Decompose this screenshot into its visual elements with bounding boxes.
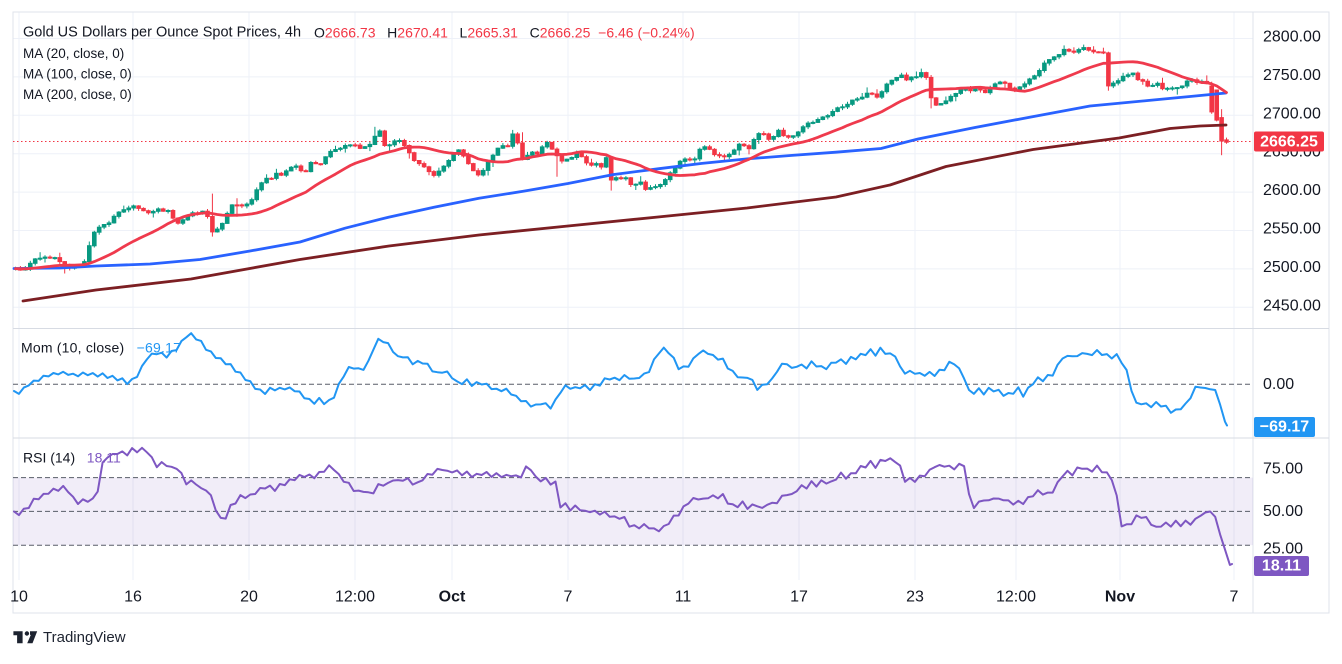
svg-text:Oct: Oct bbox=[439, 589, 466, 606]
svg-text:25.00: 25.00 bbox=[1263, 541, 1303, 558]
svg-text:12:00: 12:00 bbox=[335, 589, 375, 606]
svg-text:2500.00: 2500.00 bbox=[1263, 259, 1321, 276]
svg-text:18.11: 18.11 bbox=[1262, 558, 1301, 575]
svg-text:10: 10 bbox=[10, 589, 28, 606]
svg-text:Gold US Dollars per Ounce Spot: Gold US Dollars per Ounce Spot Prices, 4… bbox=[23, 25, 301, 41]
svg-text:2550.00: 2550.00 bbox=[1263, 221, 1321, 238]
svg-text:O2666.73 H2670.41 L2665.31: O2666.73 H2670.41 L2665.31 C2666.25 −6.4… bbox=[314, 25, 695, 41]
svg-text:2666.25: 2666.25 bbox=[1260, 134, 1318, 151]
svg-text:2600.00: 2600.00 bbox=[1263, 182, 1321, 199]
svg-text:75.00: 75.00 bbox=[1263, 460, 1303, 477]
svg-text:7: 7 bbox=[1230, 589, 1239, 606]
svg-text:RSI (14) 18.11: RSI (14) 18.11 bbox=[23, 450, 121, 466]
svg-text:2800.00: 2800.00 bbox=[1263, 29, 1321, 46]
svg-text:Mom (10, close) −69.17: Mom (10, close) −69.17 bbox=[21, 340, 181, 356]
svg-text:50.00: 50.00 bbox=[1263, 503, 1303, 520]
svg-text:11: 11 bbox=[675, 589, 692, 606]
svg-text:20: 20 bbox=[240, 589, 258, 606]
svg-text:−69.17: −69.17 bbox=[1260, 419, 1309, 436]
svg-text:2750.00: 2750.00 bbox=[1263, 67, 1321, 84]
svg-text:23: 23 bbox=[906, 589, 924, 606]
svg-text:MA (20, close, 0): MA (20, close, 0) bbox=[23, 46, 124, 61]
svg-text:Nov: Nov bbox=[1105, 589, 1135, 606]
svg-text:TradingView: TradingView bbox=[43, 629, 126, 646]
svg-text:16: 16 bbox=[124, 589, 142, 606]
svg-text:7: 7 bbox=[564, 589, 573, 606]
svg-text:2450.00: 2450.00 bbox=[1263, 297, 1321, 314]
svg-text:MA (100, close, 0): MA (100, close, 0) bbox=[23, 67, 132, 82]
svg-text:MA (200, close, 0): MA (200, close, 0) bbox=[23, 87, 132, 102]
svg-text:2700.00: 2700.00 bbox=[1263, 105, 1321, 122]
svg-text:12:00: 12:00 bbox=[996, 589, 1036, 606]
svg-text:17: 17 bbox=[790, 589, 808, 606]
svg-text:0.00: 0.00 bbox=[1263, 376, 1294, 393]
